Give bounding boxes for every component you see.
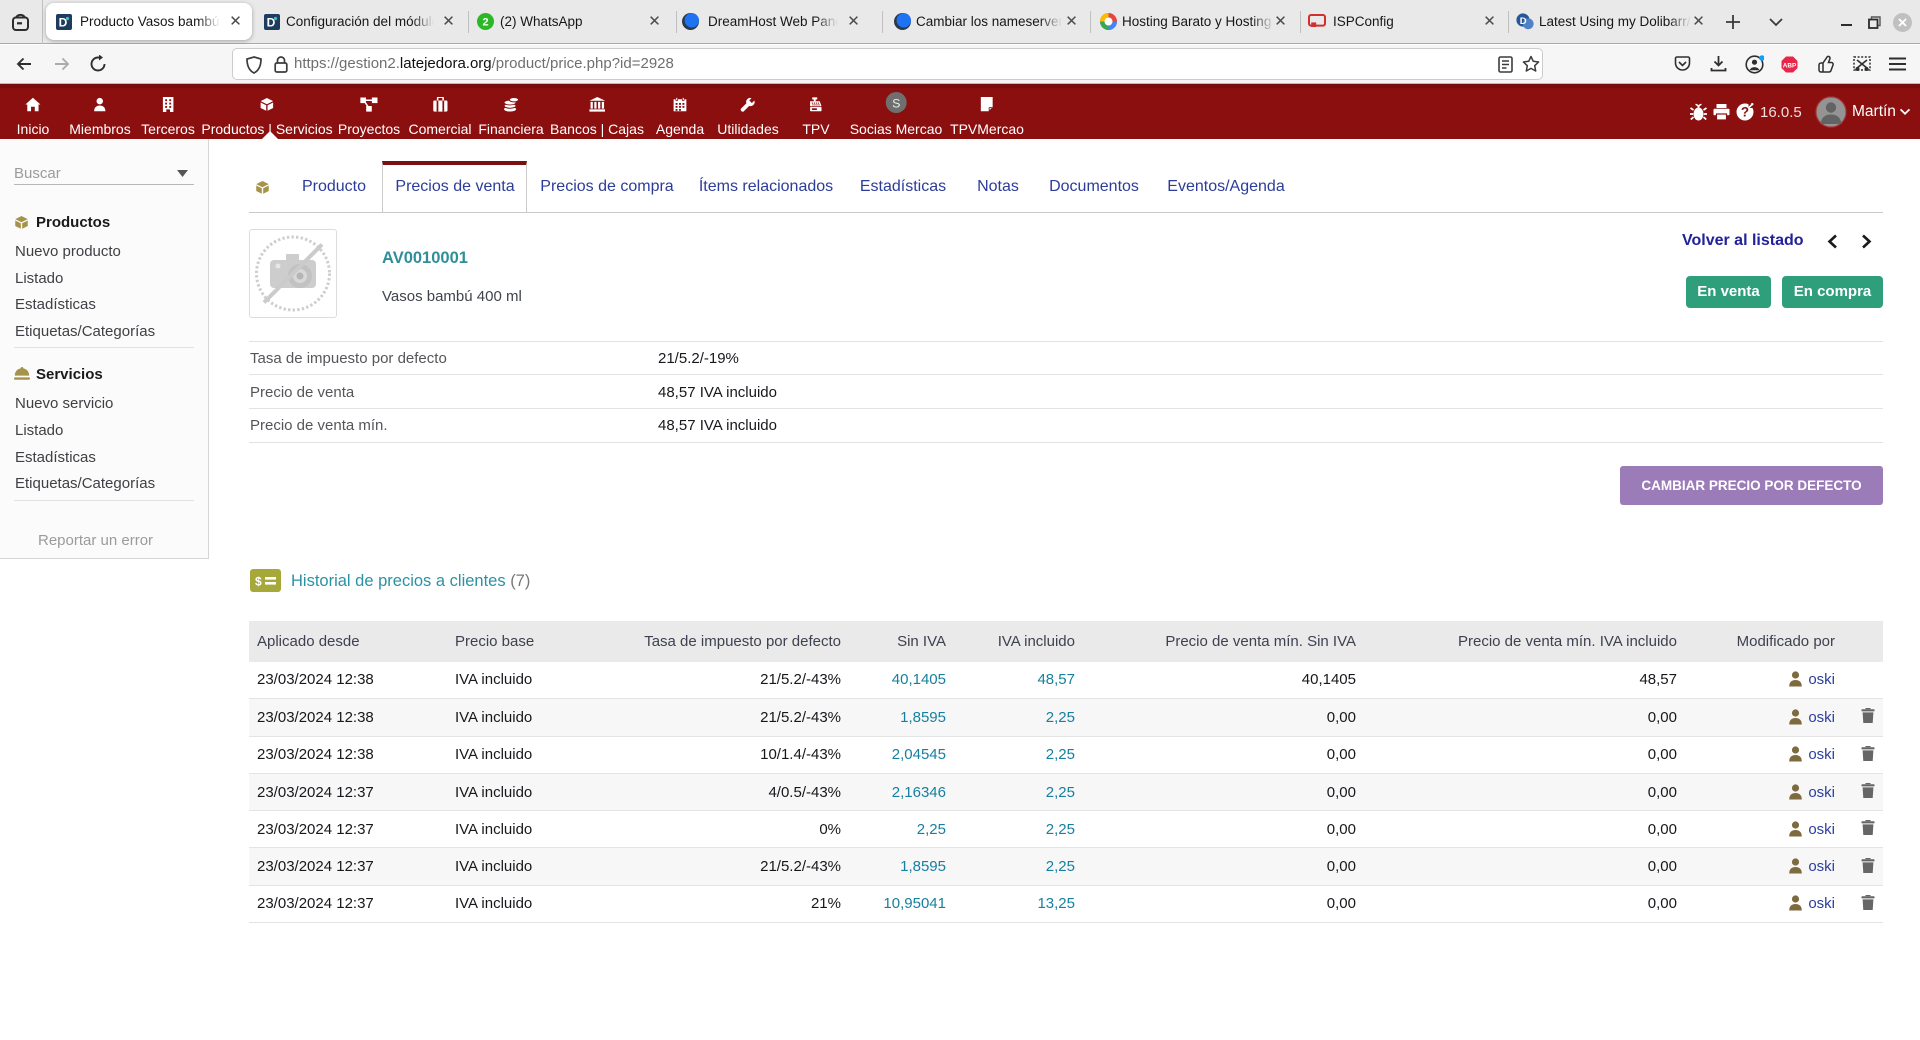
svg-text:D: D — [59, 16, 68, 30]
svg-text:D: D — [1520, 16, 1527, 27]
svg-text:S: S — [892, 96, 900, 110]
svg-text:D: D — [267, 16, 276, 30]
svg-text:?: ? — [1741, 105, 1749, 120]
svg-text:$: $ — [255, 575, 262, 589]
svg-text:2: 2 — [482, 17, 488, 29]
svg-text:ABP: ABP — [1783, 62, 1797, 69]
